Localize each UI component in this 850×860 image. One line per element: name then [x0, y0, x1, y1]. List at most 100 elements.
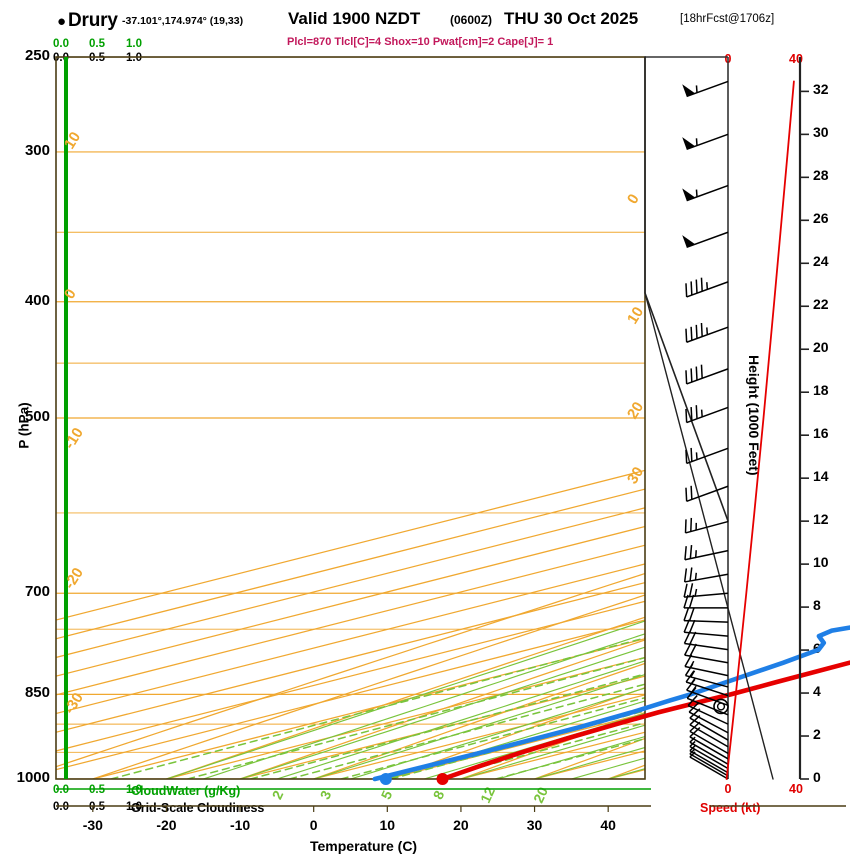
wind-barb-shaft-30 — [689, 741, 729, 765]
wind-half-barb-32 — [689, 745, 696, 752]
wind-full-barb-20 — [684, 663, 694, 676]
dry-adiabat--20 — [165, 616, 645, 779]
wind-barb-shaft-10 — [685, 520, 729, 534]
isotherm-label-right-0: 0 — [624, 191, 643, 207]
wind-barb-shaft-16 — [684, 631, 729, 637]
mixing-ratio-label-8: 8 — [430, 788, 448, 802]
moist-adiabat-5 — [349, 687, 645, 779]
wind-barb-shaft-18 — [684, 654, 729, 664]
wind-barb-shaft-28 — [689, 730, 729, 755]
moist-adiabat--5 — [276, 660, 645, 779]
wind-full-barb-22 — [686, 678, 696, 691]
wind-full-barb-6 — [695, 366, 698, 381]
wind-barb-shaft-33 — [689, 753, 729, 777]
station-bullet-icon: ● — [57, 13, 67, 30]
pressure-tick-250: 250 — [24, 47, 50, 64]
wind-barb-shaft-20 — [685, 674, 729, 688]
dry-adiabat-10 — [386, 686, 645, 779]
wind-half-barb-4 — [706, 282, 709, 290]
dry-adiabat-20 — [460, 711, 645, 779]
pressure-tick-850: 850 — [24, 684, 50, 702]
wind-half-barb-8 — [695, 452, 698, 460]
wind-half-barb-12 — [694, 572, 698, 581]
wind-barb-shaft-34 — [689, 756, 729, 780]
moist-adiabat-10 — [386, 700, 645, 779]
wind-full-barb-13 — [688, 583, 694, 597]
cloudwater-tick-bottom-2: 1.0 — [126, 784, 142, 796]
wind-full-barb-14 — [683, 594, 689, 609]
wind-half-barb-34 — [689, 751, 696, 758]
wind-barb-shaft-11 — [684, 549, 729, 561]
wind-full-barb-12 — [683, 568, 688, 583]
wind-full-barb-15 — [683, 607, 690, 621]
wind-full-barb-15 — [688, 607, 695, 622]
wind-full-barb-11 — [684, 546, 687, 560]
cloudwater-tick-bottom-1: 0.5 — [89, 784, 105, 796]
wind-full-barb-18 — [684, 642, 692, 656]
wind-barb-shaft-23 — [686, 697, 729, 716]
moist-adiabat--20 — [165, 620, 645, 779]
height-tick-label-2: 2 — [813, 726, 821, 743]
isotherm-label-left-10: 10 — [61, 129, 84, 152]
wind-panel-divider2 — [644, 292, 774, 780]
wind-full-barb-23 — [686, 687, 697, 699]
mixing-ratio-0.4 — [110, 637, 645, 779]
moist-adiabat--10 — [239, 646, 645, 779]
wind-full-barb-27 — [689, 714, 701, 726]
cloudiness-tick-top-1: 0.5 — [89, 52, 105, 64]
height-tick-label-22: 22 — [813, 296, 829, 313]
cloudiness-tick-bottom-2: 1.0 — [126, 801, 142, 813]
pressure-tick-1000: 1000 — [16, 769, 50, 786]
dewpoint-profile — [372, 625, 850, 782]
wind-full-barb-7 — [695, 405, 698, 419]
pressure-tick-500: 500 — [24, 408, 50, 425]
wind-full-barb-9 — [690, 485, 693, 500]
temperature-profile — [440, 660, 850, 782]
wind-full-barb-16 — [683, 619, 690, 633]
lcl-marker-inner — [716, 702, 726, 711]
wind-full-barb-4 — [685, 283, 688, 297]
cloudwater-tick-top-1: 0.5 — [89, 38, 105, 50]
isotherm-60 — [755, 57, 850, 779]
height-speed-curve — [725, 80, 795, 780]
isotherm--40 — [56, 619, 645, 771]
cloudwater-tick-top-2: 1.0 — [126, 38, 142, 50]
wind-full-barb-5 — [695, 324, 698, 339]
surface-dewpoint — [379, 773, 392, 785]
isotherm-label-right-10: 10 — [624, 304, 647, 327]
dry-adiabat-50 — [682, 69, 850, 779]
wind-full-barb-7 — [685, 408, 688, 423]
dry-adiabat--30 — [92, 594, 645, 779]
isotherm--70 — [56, 563, 645, 715]
wind-half-barb-2 — [695, 189, 698, 197]
wind-full-barb-17 — [689, 631, 697, 645]
plot-frame — [55, 56, 646, 780]
wind-full-barb-29 — [689, 727, 701, 738]
valid-time: Valid 1900 NZDT — [288, 9, 421, 28]
wind-full-barb-5 — [690, 326, 693, 341]
pressure-tick-300: 300 — [24, 141, 50, 159]
lcl-marker — [713, 698, 729, 715]
isotherm--90 — [56, 525, 645, 677]
wind-half-barb-11 — [694, 550, 697, 558]
wind-full-barb-11 — [689, 545, 693, 559]
wind-full-barb-4 — [695, 279, 698, 294]
speed-axis-title: Speed (kt) — [700, 801, 761, 815]
temperature-tick--10: -10 — [229, 817, 251, 833]
station-name: Drury — [68, 10, 118, 31]
moist-adiabat--15 — [202, 633, 645, 779]
wind-full-barb-21 — [685, 670, 695, 683]
mixing-ratio-12 — [435, 722, 645, 779]
wind-full-barb-13 — [683, 583, 688, 598]
wind-full-barb-24 — [687, 694, 698, 707]
isotherm--60 — [56, 581, 645, 733]
cloudiness-tick-top-2: 1.0 — [126, 52, 142, 64]
dry-adiabat-60 — [755, 69, 850, 779]
cloudiness-tick-bottom-0: 0.0 — [53, 801, 69, 813]
height-tick-label-18: 18 — [813, 382, 829, 399]
height-tick-label-26: 26 — [813, 210, 829, 227]
wind-barb-shaft-19 — [684, 665, 729, 677]
wind-half-barb-30 — [689, 736, 696, 743]
dry-adiabat--10 — [239, 639, 645, 779]
